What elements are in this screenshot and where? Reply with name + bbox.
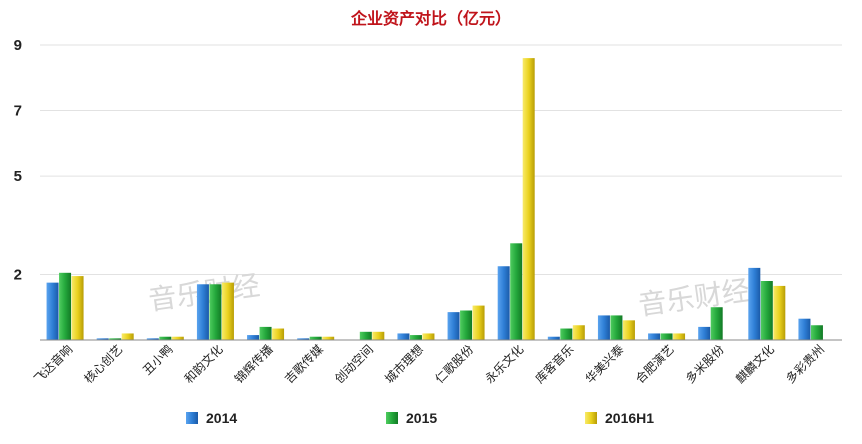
- bar-2016H1: [422, 333, 435, 340]
- x-tick-label: 锦辉传播: [231, 342, 276, 387]
- bar-2015: [560, 328, 573, 340]
- x-tick-label: 丑小鸭: [140, 342, 175, 377]
- legend-swatch-2016H1: [585, 412, 597, 424]
- x-tick-label: 核心创艺: [81, 342, 125, 386]
- legend-swatch-2015: [386, 412, 398, 424]
- bar-2014: [96, 338, 109, 340]
- bar-2014: [297, 338, 310, 340]
- x-tick-label: 华美兴泰: [583, 342, 627, 386]
- bar-2016H1: [673, 333, 686, 340]
- legend-label-2015: 2015: [406, 410, 437, 426]
- bar-2014: [447, 312, 460, 340]
- bar-2015: [660, 333, 673, 340]
- bar-2015: [359, 331, 372, 340]
- bar-2014: [597, 315, 610, 340]
- bar-2016H1: [372, 331, 385, 340]
- y-tick-label: 2: [14, 266, 22, 283]
- legend-swatch-2014: [186, 412, 198, 424]
- bar-2016H1: [171, 336, 184, 340]
- x-tick-label: 仁歌股份: [432, 342, 477, 387]
- bar-2015: [309, 336, 322, 340]
- bar-2016H1: [622, 320, 635, 340]
- watermark-right: 音乐财经: [636, 274, 752, 322]
- bar-2014: [397, 333, 410, 340]
- bar-2014: [547, 336, 560, 340]
- x-tick-label: 多彩贵州: [783, 342, 827, 386]
- y-tick-label: 5: [14, 168, 22, 185]
- bar-2014: [497, 266, 510, 340]
- bar-2016H1: [572, 325, 585, 340]
- bar-2016H1: [522, 58, 535, 340]
- bar-2015: [259, 326, 272, 340]
- x-tick-label: 多米股份: [683, 342, 727, 386]
- bar-2014: [798, 318, 811, 340]
- x-tick-label: 和韵文化: [181, 342, 226, 387]
- bar-2016H1: [272, 328, 285, 340]
- y-tick-label: 7: [14, 103, 22, 120]
- bar-2014: [196, 284, 209, 340]
- x-tick-label: 库客音乐: [532, 342, 577, 387]
- chart-title: 企业资产对比（亿元）: [350, 9, 511, 28]
- bar-2015: [760, 281, 773, 340]
- x-tick-label: 吉歌传媒: [281, 342, 326, 387]
- bar-2014: [46, 282, 59, 340]
- bar-2014: [648, 333, 661, 340]
- bar-2015: [710, 307, 723, 340]
- bars: [46, 58, 823, 340]
- x-tick-label: 创动空间: [332, 342, 376, 386]
- bar-2016H1: [472, 305, 485, 340]
- bar-2015: [159, 336, 172, 340]
- x-tick-label: 合肥演艺: [632, 342, 677, 387]
- bar-2016H1: [121, 333, 134, 340]
- y-axis: 2 5 7 9: [14, 37, 22, 283]
- bar-2015: [460, 310, 473, 340]
- x-tick-label: 飞达音响: [31, 342, 76, 387]
- bar-2015: [810, 325, 823, 340]
- bar-2015: [209, 284, 222, 340]
- bar-2016H1: [773, 285, 786, 340]
- bar-2015: [109, 338, 122, 340]
- legend-label-2016H1: 2016H1: [605, 410, 654, 426]
- x-tick-label: 永乐文化: [482, 342, 527, 387]
- bar-2015: [610, 315, 623, 340]
- bar-2015: [409, 335, 422, 340]
- gridlines: [40, 44, 842, 275]
- x-tick-label: 麒麟文化: [732, 342, 777, 387]
- x-tick-label: 城市理想: [382, 342, 427, 387]
- bar-2015: [510, 243, 523, 340]
- bar-2014: [698, 326, 711, 340]
- x-axis-labels: 飞达音响 核心创艺 丑小鸭 和韵文化 锦辉传播 吉歌传媒 创动空间 城市理想 仁歌股份 永乐文化库…: [31, 342, 827, 387]
- bar-2016H1: [221, 282, 234, 340]
- bar-2014: [247, 335, 260, 340]
- y-tick-label: 9: [14, 37, 22, 54]
- legend-label-2014: 2014: [206, 410, 237, 426]
- legend: 2014 2015 2016H1: [186, 410, 654, 426]
- bar-2016H1: [71, 276, 84, 340]
- bar-2015: [59, 272, 72, 340]
- bar-2016H1: [322, 336, 335, 340]
- bar-2014: [146, 338, 159, 340]
- bar-2014: [748, 267, 761, 340]
